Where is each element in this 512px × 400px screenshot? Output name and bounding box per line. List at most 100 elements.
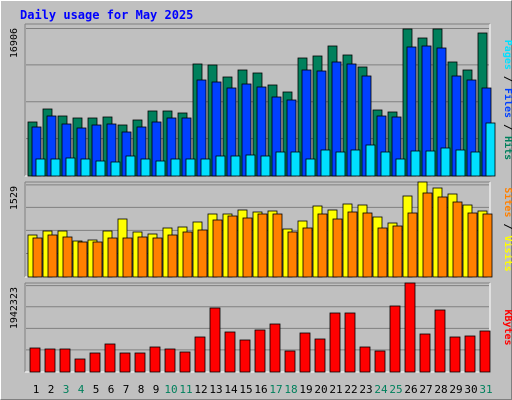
bar-sites — [197, 229, 208, 278]
bar-sites — [257, 213, 268, 278]
y-axis-max-label: 16906 — [9, 28, 20, 58]
x-tick-label: 11 — [179, 383, 192, 396]
bar-kbytes — [299, 332, 311, 373]
bar-kbytes — [59, 348, 71, 373]
bar-sites — [392, 225, 403, 278]
bar-sites — [212, 219, 223, 278]
bar-pages — [305, 158, 316, 177]
y-axis-max-label: 1942323 — [9, 287, 20, 329]
legend: Pages / Files / Hits — [502, 40, 512, 160]
x-tick-label: 28 — [434, 383, 447, 396]
x-tick-label: 19 — [299, 383, 312, 396]
bar-pages — [215, 155, 226, 177]
bar-sites — [47, 234, 58, 278]
bar-pages — [230, 155, 241, 177]
bar-pages — [365, 144, 376, 177]
x-tick-label: 20 — [314, 383, 327, 396]
bar-kbytes — [74, 358, 86, 373]
bar-kbytes — [404, 282, 416, 373]
bar-kbytes — [419, 333, 431, 373]
bar-kbytes — [449, 336, 461, 373]
legend-kbytes: KBytes — [502, 309, 512, 345]
bar-kbytes — [209, 307, 221, 373]
bar-pages — [290, 151, 301, 177]
x-tick-label: 25 — [389, 383, 402, 396]
x-tick-label: 14 — [224, 383, 238, 396]
bar-pages — [320, 149, 331, 177]
bar-pages — [380, 151, 391, 177]
bar-kbytes — [254, 329, 266, 373]
bar-pages — [245, 154, 256, 177]
bar-sites — [362, 212, 373, 278]
x-tick-label: 23 — [359, 383, 372, 396]
x-tick-label: 7 — [123, 383, 130, 396]
bar-sites — [287, 231, 298, 278]
bar-sites — [377, 227, 388, 278]
legend-separator: / — [502, 70, 512, 88]
bar-kbytes — [434, 309, 446, 373]
bar-sites — [317, 213, 328, 278]
bar-pages — [350, 149, 361, 177]
x-tick-label: 13 — [209, 383, 222, 396]
bar-pages — [200, 158, 211, 177]
bar-pages — [470, 151, 481, 177]
x-tick-label: 16 — [254, 383, 267, 396]
bar-kbytes — [89, 352, 101, 373]
bar-kbytes — [104, 343, 116, 373]
bar-pages — [170, 158, 181, 177]
bar-pages — [275, 151, 286, 177]
bar-kbytes — [29, 347, 41, 373]
y-axis-max-label: 1529 — [9, 186, 20, 210]
bar-pages — [410, 150, 421, 177]
bar-kbytes — [374, 350, 386, 373]
bar-pages — [455, 149, 466, 177]
bar-kbytes — [239, 339, 251, 373]
bar-kbytes — [164, 348, 176, 373]
bar-sites — [77, 241, 88, 278]
bar-kbytes — [149, 346, 161, 373]
bar-kbytes — [284, 350, 296, 373]
x-tick-label: 5 — [93, 383, 100, 396]
bar-sites — [32, 237, 43, 278]
x-tick-label: 27 — [419, 383, 432, 396]
bar-sites — [437, 196, 448, 278]
bar-sites — [152, 237, 163, 278]
x-tick-label: 1 — [33, 383, 40, 396]
legend-files: Files — [502, 88, 512, 118]
bar-kbytes — [224, 331, 236, 373]
bar-pages — [110, 161, 121, 177]
bar-kbytes — [119, 352, 131, 373]
x-tick-label: 3 — [63, 383, 70, 396]
x-tick-label: 21 — [329, 383, 342, 396]
legend-sites: Sites — [502, 187, 512, 217]
bar-sites — [272, 213, 283, 278]
bar-kbytes — [134, 352, 146, 373]
bar-sites — [137, 236, 148, 278]
bar-sites — [242, 217, 253, 278]
bar-sites — [167, 234, 178, 278]
bar-kbytes — [359, 346, 371, 373]
bar-pages — [155, 160, 166, 177]
bar-kbytes — [389, 305, 401, 373]
bar-sites — [107, 237, 118, 278]
x-tick-label: 31 — [479, 383, 492, 396]
x-tick-label: 30 — [464, 383, 477, 396]
legend-separator: / — [502, 118, 512, 136]
bar-sites — [182, 231, 193, 278]
bar-sites — [482, 213, 493, 278]
x-tick-label: 22 — [344, 383, 357, 396]
bar-pages — [65, 157, 76, 177]
bar-sites — [122, 237, 133, 278]
x-tick-label: 17 — [269, 383, 282, 396]
x-tick-label: 29 — [449, 383, 462, 396]
chart-title: Daily usage for May 2025 — [20, 8, 193, 22]
bar-kbytes — [464, 335, 476, 373]
x-tick-label: 12 — [194, 383, 207, 396]
x-tick-label: 24 — [374, 383, 388, 396]
bar-kbytes — [44, 348, 56, 373]
bar-kbytes — [179, 351, 191, 373]
bar-sites — [467, 212, 478, 278]
bar-pages — [395, 158, 406, 177]
x-tick-label: 18 — [284, 383, 297, 396]
